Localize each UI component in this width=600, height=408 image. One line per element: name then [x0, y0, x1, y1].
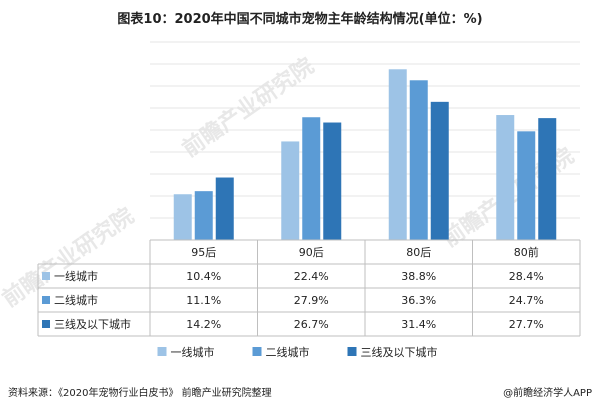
row-legend-key — [42, 296, 50, 304]
bar-2 — [302, 117, 321, 240]
bar-1 — [173, 194, 192, 240]
category-label: 95后 — [191, 246, 216, 259]
bar-3 — [430, 101, 449, 240]
row-label: 二线城市 — [54, 293, 98, 307]
row-legend-key — [42, 320, 50, 328]
row-label: 三线及以下城市 — [54, 317, 131, 331]
data-label: 14.2% — [186, 318, 221, 331]
bar-2 — [517, 131, 536, 240]
category-label: 90后 — [299, 246, 324, 259]
category-label: 80前 — [514, 245, 539, 259]
data-label: 38.8% — [401, 270, 436, 283]
bar-2 — [409, 80, 428, 240]
bar-3 — [538, 118, 557, 240]
data-label: 26.7% — [294, 318, 329, 331]
bar-3 — [215, 177, 234, 240]
brand-credit: @前瞻经济学人APP — [503, 388, 592, 399]
row-legend-key — [42, 272, 50, 280]
category-label: 80后 — [406, 246, 431, 259]
legend-swatch — [157, 347, 167, 356]
data-label: 31.4% — [401, 318, 436, 331]
legend-swatch — [347, 347, 357, 356]
legend-label: 一线城市 — [171, 345, 215, 359]
data-label: 11.1% — [186, 294, 221, 307]
data-label: 36.3% — [401, 294, 436, 307]
legend-swatch — [252, 347, 262, 356]
row-label: 一线城市 — [54, 269, 98, 283]
legend-label: 二线城市 — [266, 345, 310, 359]
chart-title: 图表10：2020年中国不同城市宠物主年龄结构情况(单位：%) — [117, 12, 483, 27]
legend-label: 三线及以下城市 — [361, 345, 438, 359]
bar-1 — [496, 115, 515, 240]
bar-2 — [194, 191, 213, 240]
bar-1 — [388, 69, 407, 240]
data-label: 28.4% — [509, 270, 544, 283]
data-label: 27.9% — [294, 294, 329, 307]
data-label: 24.7% — [509, 294, 544, 307]
bar-3 — [323, 122, 342, 240]
data-label: 22.4% — [294, 270, 329, 283]
source-note: 资料来源：《2020年宠物行业白皮书》 前瞻产业研究院整理 — [8, 388, 272, 399]
data-label: 27.7% — [509, 318, 544, 331]
data-label: 10.4% — [186, 270, 221, 283]
bar-1 — [281, 141, 300, 240]
